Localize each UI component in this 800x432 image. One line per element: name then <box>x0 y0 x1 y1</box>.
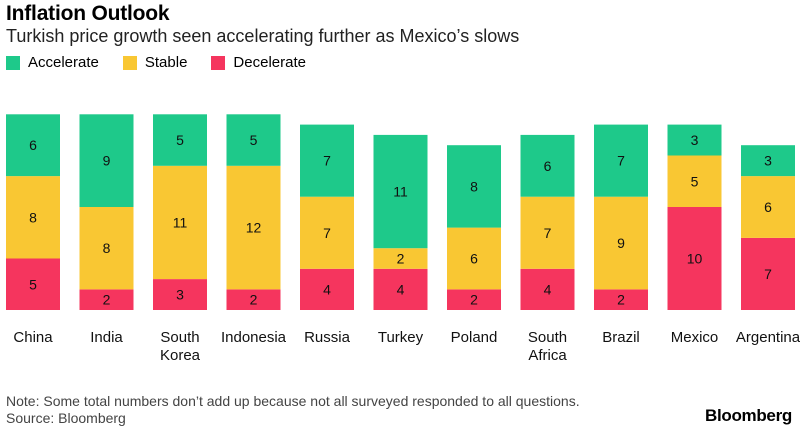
legend-label-stable: Stable <box>144 54 188 71</box>
bloomberg-logo: Bloomberg <box>704 406 792 425</box>
bar-segment-poland-accelerate <box>447 145 501 228</box>
category-label-argentina: Argentina <box>736 329 800 346</box>
bar-segment-indonesia-decelerate <box>226 289 281 310</box>
bar-segment-mexico-accelerate <box>667 124 722 156</box>
data-label-mexico-decelerate: 10 <box>687 251 703 267</box>
bar-segment-indonesia-stable <box>226 165 281 290</box>
legend-item-accelerate: Accelerate <box>6 54 99 71</box>
data-label-china-decelerate: 5 <box>29 276 37 292</box>
bar-segment-south-africa-decelerate <box>520 268 575 310</box>
bar-segment-brazil-accelerate <box>594 124 648 197</box>
data-label-brazil-stable: 9 <box>617 235 625 251</box>
bar-segment-turkey-accelerate <box>373 134 428 249</box>
bar-segment-indonesia-accelerate <box>226 114 281 166</box>
data-label-russia-stable: 7 <box>323 225 331 241</box>
category-label-south-africa: South <box>528 329 567 346</box>
category-label-indonesia: Indonesia <box>221 329 287 346</box>
category-label-india: India <box>90 329 123 346</box>
data-label-china-accelerate: 6 <box>29 137 37 153</box>
category-label-brazil: Brazil <box>602 329 640 346</box>
bar-segment-poland-stable <box>447 227 501 290</box>
data-label-south-korea-decelerate: 3 <box>176 287 184 303</box>
category-label-south-korea: Korea <box>160 347 201 364</box>
data-label-russia-accelerate: 7 <box>323 153 331 169</box>
legend-swatch-stable <box>122 55 137 70</box>
data-label-india-decelerate: 2 <box>103 292 111 308</box>
legend-label-decelerate: Decelerate <box>233 54 306 71</box>
stacked-bar-chart: 586China289India3115SouthKorea2125Indone… <box>6 114 800 364</box>
category-label-south-korea: South <box>160 329 199 346</box>
bar-segment-china-accelerate <box>6 114 60 177</box>
bar-segment-india-decelerate <box>79 289 134 310</box>
data-label-turkey-accelerate: 11 <box>393 184 408 200</box>
footnote: Note: Some total numbers don’t add up be… <box>6 393 580 409</box>
data-label-mexico-accelerate: 3 <box>691 132 699 148</box>
bar-segment-argentina-accelerate <box>741 145 795 177</box>
data-label-brazil-accelerate: 7 <box>617 153 625 169</box>
data-label-indonesia-accelerate: 5 <box>250 132 258 148</box>
legend: Accelerate Stable Decelerate <box>6 54 330 71</box>
data-label-argentina-decelerate: 7 <box>764 266 772 282</box>
bar-segment-brazil-stable <box>594 196 648 290</box>
data-label-india-stable: 8 <box>103 240 111 256</box>
bar-segment-south-korea-stable <box>153 165 207 280</box>
bar-segment-south-korea-decelerate <box>153 279 207 310</box>
data-label-poland-decelerate: 2 <box>470 292 478 308</box>
data-label-poland-accelerate: 8 <box>470 178 478 194</box>
bar-segment-south-korea-accelerate <box>153 114 207 166</box>
bar-segment-south-africa-accelerate <box>520 134 575 197</box>
bar-segment-india-stable <box>79 207 134 290</box>
category-label-mexico: Mexico <box>671 329 719 346</box>
category-label-south-africa: Africa <box>528 347 567 364</box>
data-label-south-africa-stable: 7 <box>544 225 552 241</box>
bar-segment-poland-decelerate <box>447 289 501 310</box>
bar-segment-argentina-stable <box>741 176 795 238</box>
data-label-indonesia-decelerate: 2 <box>250 292 258 308</box>
category-label-turkey: Turkey <box>378 329 424 346</box>
bar-segment-mexico-stable <box>667 155 722 207</box>
legend-swatch-decelerate <box>211 55 226 70</box>
bar-segment-russia-stable <box>300 196 354 269</box>
data-label-south-africa-decelerate: 4 <box>544 281 552 297</box>
data-label-indonesia-stable: 12 <box>246 220 262 236</box>
category-label-china: China <box>13 329 53 346</box>
data-label-turkey-stable: 2 <box>397 251 405 267</box>
bar-segment-south-africa-stable <box>520 196 575 269</box>
data-label-brazil-decelerate: 2 <box>617 292 625 308</box>
bar-segment-brazil-decelerate <box>594 289 648 310</box>
chart-title: Inflation Outlook <box>6 2 170 25</box>
data-label-south-korea-stable: 11 <box>173 214 188 230</box>
bar-segment-turkey-stable <box>373 248 428 269</box>
category-label-poland: Poland <box>451 329 498 346</box>
data-label-turkey-decelerate: 4 <box>397 281 405 297</box>
source-line: Source: Bloomberg <box>6 410 126 426</box>
bar-segment-india-accelerate <box>79 114 134 207</box>
data-label-china-stable: 8 <box>29 209 37 225</box>
legend-swatch-accelerate <box>6 55 20 70</box>
data-label-south-africa-accelerate: 6 <box>544 158 552 174</box>
data-label-mexico-stable: 5 <box>691 173 699 189</box>
bar-segment-russia-decelerate <box>300 268 354 310</box>
bar-segment-china-decelerate <box>6 258 60 310</box>
bar-segment-china-stable <box>6 176 60 259</box>
data-label-south-korea-accelerate: 5 <box>176 132 184 148</box>
data-label-india-accelerate: 9 <box>103 153 111 169</box>
legend-label-accelerate: Accelerate <box>28 54 99 71</box>
chart-subtitle: Turkish price growth seen accelerating f… <box>6 26 520 46</box>
category-label-russia: Russia <box>304 329 351 346</box>
bar-segment-argentina-decelerate <box>741 237 795 310</box>
data-label-argentina-stable: 6 <box>764 199 772 215</box>
legend-item-decelerate: Decelerate <box>211 54 306 71</box>
data-label-poland-stable: 6 <box>470 251 478 267</box>
data-label-argentina-accelerate: 3 <box>764 153 772 169</box>
legend-item-stable: Stable <box>122 54 188 71</box>
bar-segment-mexico-decelerate <box>667 207 722 310</box>
bar-segment-russia-accelerate <box>300 124 354 197</box>
bar-segment-turkey-decelerate <box>373 268 428 310</box>
data-label-russia-decelerate: 4 <box>323 281 331 297</box>
